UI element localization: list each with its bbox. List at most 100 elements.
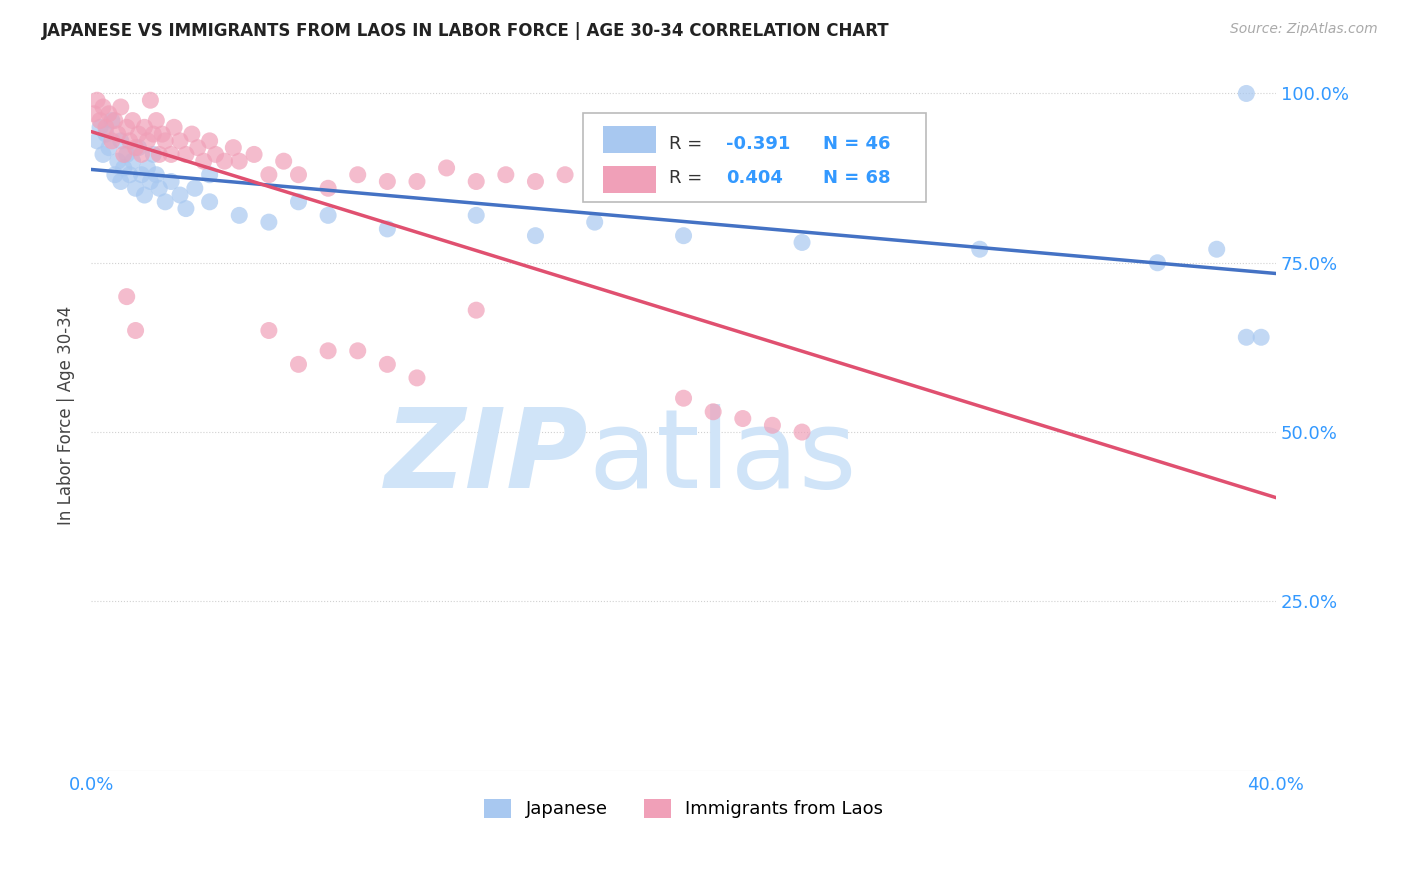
Point (643, 181, 665, 195)
Point (214, 154, 236, 169)
Point (316, 343, 339, 358)
Point (198, 168, 221, 182)
Point (131, 168, 153, 182)
Point (1234, 330, 1257, 344)
Point (139, 174, 162, 188)
Point (118, 168, 141, 182)
Point (583, 174, 606, 188)
Bar (603, 127, 657, 153)
Text: Source: ZipAtlas.com: Source: ZipAtlas.com (1230, 22, 1378, 37)
Point (346, 168, 368, 182)
Point (377, 222, 399, 236)
Point (583, 215, 606, 229)
Point (115, 120, 138, 135)
Point (406, 174, 429, 188)
Point (128, 127, 150, 141)
Point (524, 228, 547, 243)
Text: N = 46: N = 46 (824, 136, 891, 153)
Point (148, 147, 170, 161)
Point (495, 168, 517, 182)
Point (112, 161, 135, 175)
Point (790, 425, 813, 439)
Text: N = 68: N = 68 (824, 169, 891, 187)
Point (136, 134, 159, 148)
Point (198, 194, 221, 209)
Point (121, 113, 143, 128)
Point (150, 127, 173, 141)
Point (273, 154, 295, 169)
Point (377, 174, 399, 188)
Point (145, 113, 167, 128)
Point (97, 107, 120, 121)
Point (128, 141, 150, 155)
Point (112, 147, 135, 161)
Point (702, 405, 724, 419)
Point (287, 194, 309, 209)
Point (465, 303, 488, 318)
Point (316, 181, 339, 195)
Point (118, 134, 141, 148)
Point (257, 168, 280, 182)
Text: 0.404: 0.404 (727, 169, 783, 187)
Point (107, 154, 129, 169)
Point (554, 168, 576, 182)
Point (153, 194, 176, 209)
Point (672, 228, 695, 243)
Point (287, 357, 309, 371)
Point (969, 242, 991, 256)
Point (89, 113, 111, 128)
Bar (603, 166, 657, 193)
Point (731, 411, 754, 425)
Point (124, 141, 146, 155)
Text: JAPANESE VS IMMIGRANTS FROM LAOS IN LABOR FORCE | AGE 30-34 CORRELATION CHART: JAPANESE VS IMMIGRANTS FROM LAOS IN LABO… (42, 22, 890, 40)
Point (761, 418, 783, 433)
Point (1250, 330, 1272, 344)
Point (94, 120, 117, 135)
Point (134, 188, 156, 202)
Point (139, 93, 162, 107)
Point (180, 127, 202, 141)
Point (222, 141, 245, 155)
Point (169, 188, 191, 202)
Point (465, 208, 488, 222)
Y-axis label: In Labor Force | Age 30-34: In Labor Force | Age 30-34 (58, 306, 75, 524)
Point (86, 93, 108, 107)
Legend: Japanese, Immigrants from Laos: Japanese, Immigrants from Laos (477, 792, 890, 826)
Text: atlas: atlas (589, 404, 858, 511)
Point (124, 181, 146, 195)
Point (104, 168, 127, 182)
Point (153, 134, 176, 148)
Point (97, 141, 120, 155)
Point (672, 174, 695, 188)
Point (613, 174, 636, 188)
Point (163, 120, 186, 135)
Point (91, 147, 114, 161)
Point (187, 141, 209, 155)
Point (145, 168, 167, 182)
Point (83, 107, 105, 121)
Point (174, 147, 197, 161)
Text: R =: R = (669, 169, 709, 187)
Point (287, 168, 309, 182)
Point (257, 324, 280, 338)
Point (124, 324, 146, 338)
Point (406, 371, 429, 385)
Point (524, 174, 547, 188)
Text: -0.391: -0.391 (727, 136, 790, 153)
Point (134, 120, 156, 135)
Point (1234, 87, 1257, 101)
Point (184, 181, 207, 195)
FancyBboxPatch shape (583, 113, 927, 202)
Point (107, 127, 129, 141)
Text: ZIP: ZIP (385, 404, 589, 511)
Point (377, 357, 399, 371)
Point (465, 174, 488, 188)
Point (672, 391, 695, 405)
Point (94, 127, 117, 141)
Point (257, 215, 280, 229)
Point (115, 147, 138, 161)
Point (198, 134, 221, 148)
Point (115, 290, 138, 304)
Point (89, 120, 111, 135)
Point (148, 181, 170, 195)
